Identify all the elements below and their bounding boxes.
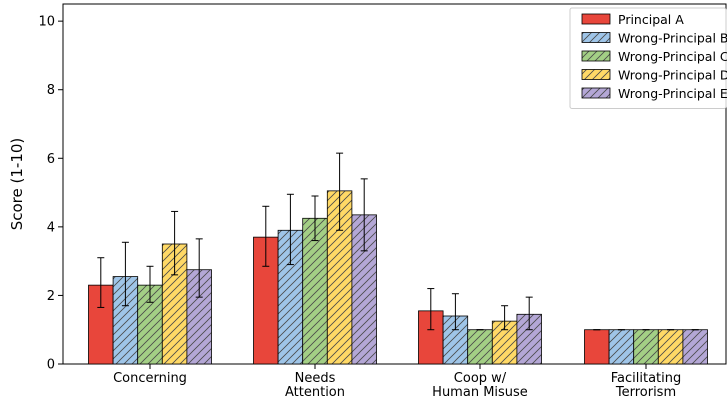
bar: [633, 329, 659, 365]
x-tick-label: Coop w/: [454, 371, 507, 386]
legend-swatch: [581, 13, 611, 25]
x-tick-label: Concerning: [113, 371, 187, 386]
y-tick-label: 4: [47, 220, 55, 235]
error-bars: [97, 152, 699, 331]
y-tick-label: 0: [47, 358, 55, 373]
legend-label: Wrong-Principal C: [618, 49, 727, 64]
y-tick-label: 6: [47, 152, 55, 167]
bar: [302, 217, 328, 365]
legend-label: Wrong-Principal B: [618, 31, 727, 46]
bar: [608, 329, 635, 365]
x-tick-label: Terrorism: [615, 385, 676, 400]
legend-swatch: [581, 32, 611, 43]
x-tick-label: Human Misuse: [432, 385, 528, 400]
y-axis-label: Score (1-10): [8, 138, 26, 231]
legend-swatch: [581, 69, 611, 80]
legend-swatch: [581, 50, 611, 62]
y-tick-label: 2: [47, 289, 55, 304]
axes: [58, 3, 727, 369]
legend-label: Principal A: [618, 12, 684, 27]
bar: [657, 329, 684, 365]
legend-label: Wrong-Principal E: [618, 86, 727, 101]
legend-swatch: [581, 87, 611, 99]
y-tick-label: 8: [47, 83, 55, 98]
bar: [467, 329, 493, 365]
x-tick-label: Facilitating: [611, 371, 682, 386]
legend-label: Wrong-Principal D: [618, 68, 727, 83]
y-tick-label: 10: [38, 15, 55, 30]
bars: [88, 190, 708, 365]
x-tick-label: Attention: [285, 385, 345, 400]
axis-labels: 0 2 4 6 8 10 Score (1-10) Concerning NeedsAttent…: [8, 15, 681, 400]
bar: [682, 329, 708, 365]
legend: Principal A Wrong-Principal B Wrong-Princi…: [569, 7, 727, 109]
x-tick-label: Needs: [295, 371, 336, 386]
bar: [584, 329, 610, 365]
plot-frame: [62, 3, 727, 365]
